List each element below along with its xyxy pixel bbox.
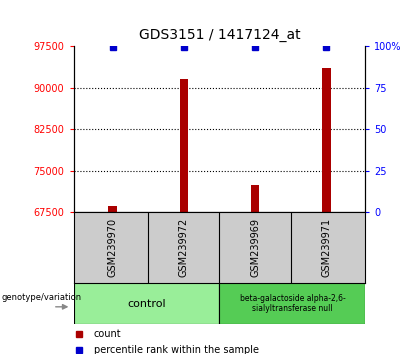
- Bar: [220, 283, 365, 324]
- Text: genotype/variation: genotype/variation: [2, 293, 81, 302]
- Text: GSM239972: GSM239972: [179, 218, 189, 278]
- Bar: [322, 68, 331, 212]
- Bar: [180, 79, 188, 212]
- Title: GDS3151 / 1417124_at: GDS3151 / 1417124_at: [139, 28, 300, 42]
- Bar: [108, 206, 117, 212]
- Text: GSM239970: GSM239970: [108, 218, 118, 278]
- Bar: [251, 185, 259, 212]
- Text: GSM239971: GSM239971: [321, 218, 331, 278]
- Text: control: control: [127, 298, 166, 309]
- Text: percentile rank within the sample: percentile rank within the sample: [94, 346, 259, 354]
- Text: beta-galactoside alpha-2,6-
sialyltransferase null: beta-galactoside alpha-2,6- sialyltransf…: [239, 294, 345, 313]
- Text: GSM239969: GSM239969: [250, 218, 260, 277]
- Bar: [74, 283, 220, 324]
- Text: count: count: [94, 329, 121, 339]
